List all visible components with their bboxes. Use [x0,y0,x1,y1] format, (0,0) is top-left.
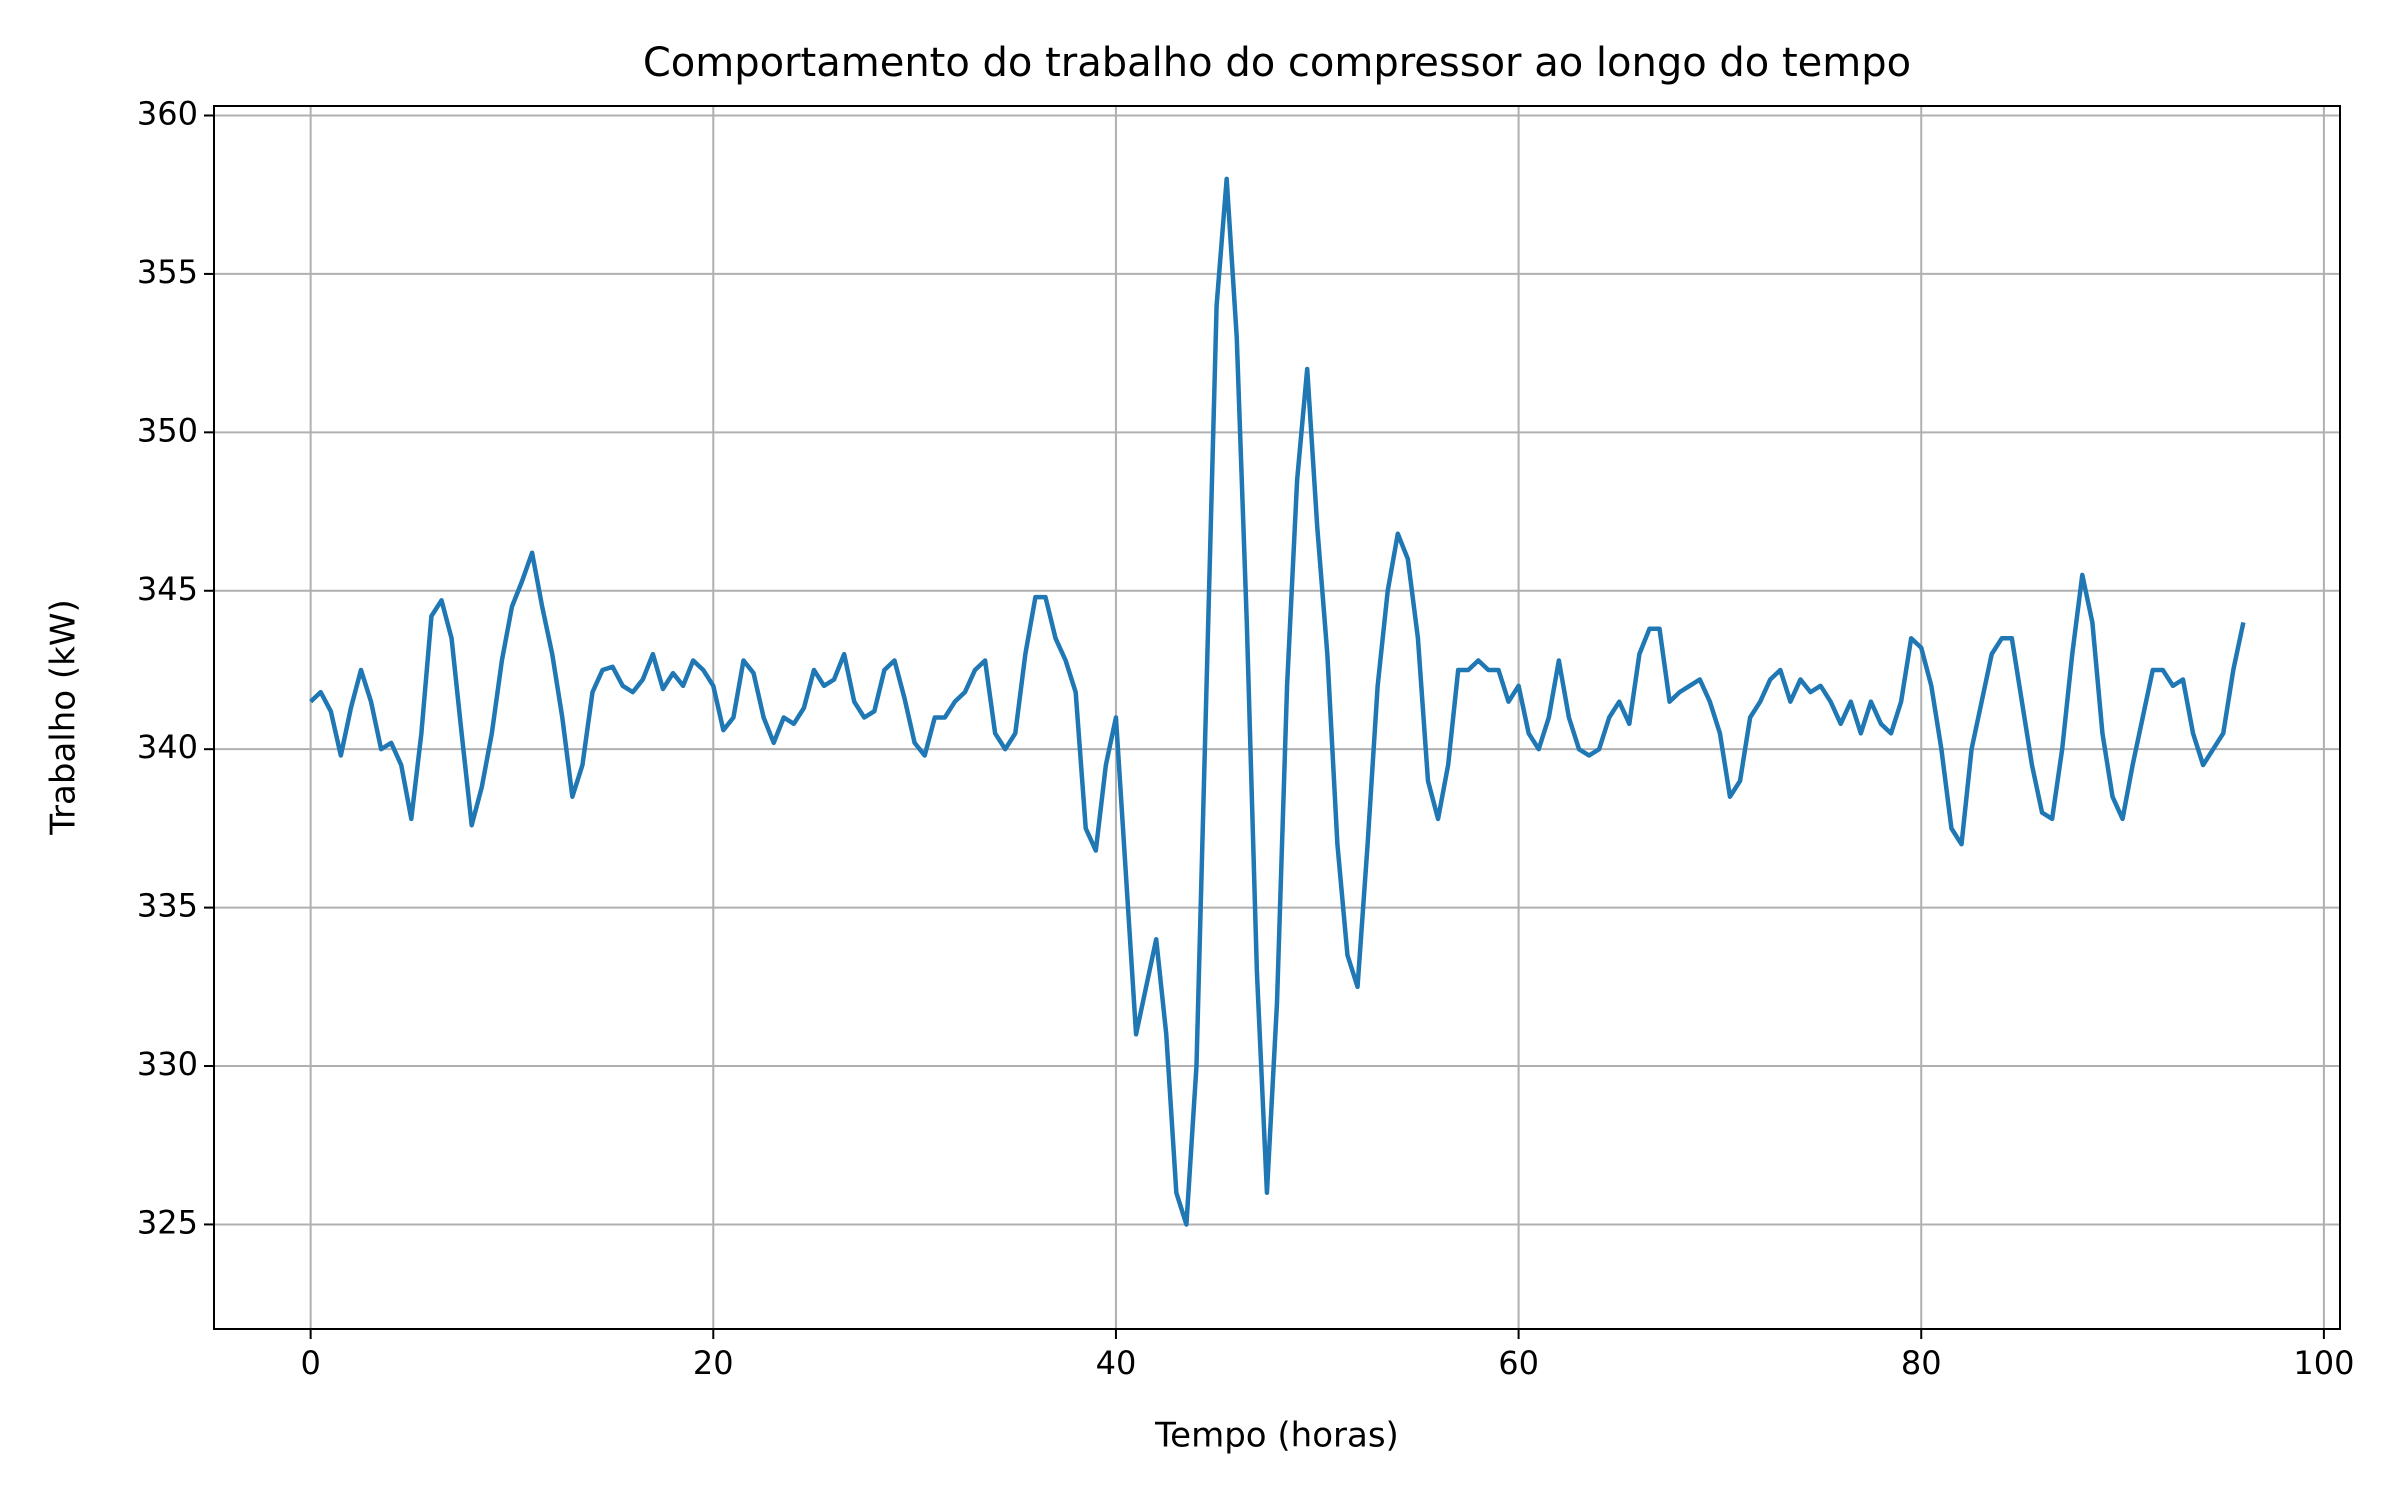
y-tick-label: 355 [137,253,198,291]
y-axis-label: Trabalho (kW) [44,599,84,835]
x-tick-label: 20 [693,1344,734,1382]
y-tick-label: 345 [137,570,198,608]
x-tick-label: 60 [1498,1344,1539,1382]
x-tick-label: 0 [300,1344,320,1382]
x-axis-label: Tempo (horas) [1154,1416,1399,1456]
axes-frame [213,105,2341,1330]
y-tick-label: 340 [137,728,198,766]
y-tick-label: 325 [137,1203,198,1241]
x-tick-label: 40 [1096,1344,1137,1382]
data-line [309,176,2246,1227]
plot-area [309,176,2246,1227]
chart-title: Comportamento do trabalho do compressor … [643,40,1911,86]
x-tick-label: 80 [1901,1344,1942,1382]
y-tick-label: 330 [137,1045,198,1083]
y-tick-label: 360 [137,95,198,133]
ticks: 0 20 40 60 80 100 325 330 335 340 345 350 355 360 [137,95,2355,1382]
y-tick-label: 350 [137,411,198,449]
y-tick-label: 335 [137,887,198,925]
x-tick-label: 100 [2293,1344,2354,1382]
